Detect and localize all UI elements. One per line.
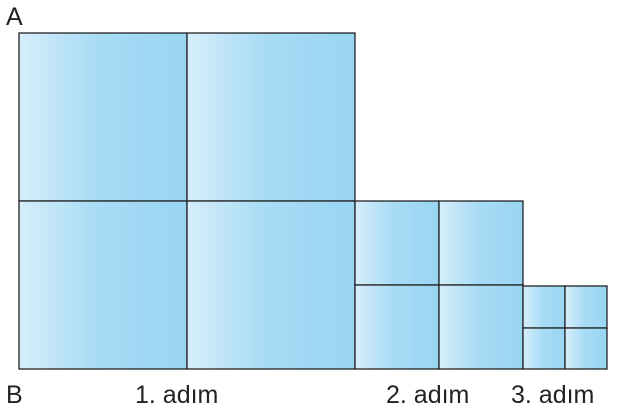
step-3-square bbox=[522, 327, 566, 370]
step-1-square bbox=[18, 32, 188, 202]
step-2-square bbox=[438, 200, 524, 286]
step-2-square bbox=[354, 200, 440, 286]
step-2-squares bbox=[354, 200, 524, 370]
step-2-square bbox=[354, 284, 440, 370]
corner-label-b: B bbox=[6, 381, 23, 409]
step-2-square bbox=[438, 284, 524, 370]
step-1-square bbox=[186, 200, 356, 370]
step-3-squares bbox=[522, 285, 608, 370]
step-3-square bbox=[522, 285, 566, 329]
step-3-square bbox=[564, 285, 608, 329]
step-1-label: 1. adım bbox=[135, 381, 219, 409]
step-1-squares bbox=[18, 32, 356, 370]
corner-label-a: A bbox=[6, 3, 23, 31]
step-1-square bbox=[186, 32, 356, 202]
step-3-label: 3. adım bbox=[511, 381, 595, 409]
step-3-square bbox=[564, 327, 608, 370]
step-2-label: 2. adım bbox=[386, 381, 470, 409]
step-1-square bbox=[18, 200, 188, 370]
